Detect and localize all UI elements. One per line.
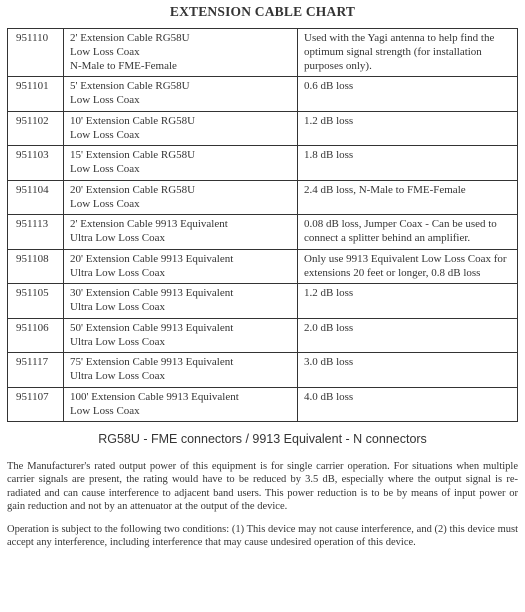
table-row: 95111775' Extension Cable 9913 Equivalen…	[8, 353, 518, 388]
description-cell: 100' Extension Cable 9913 EquivalentLow …	[64, 387, 298, 422]
page-title: EXTENSION CABLE CHART	[7, 4, 518, 20]
description-line: 15' Extension Cable RG58U	[70, 149, 292, 163]
description-cell: 20' Extension Cable 9913 EquivalentUltra…	[64, 249, 298, 284]
description-line: 10' Extension Cable RG58U	[70, 115, 292, 129]
description-line: Ultra Low Loss Coax	[70, 370, 292, 384]
note-cell: 1.2 dB loss	[298, 284, 518, 319]
description-cell: 75' Extension Cable 9913 EquivalentUltra…	[64, 353, 298, 388]
disclaimer-paragraph-2: Operation is subject to the following tw…	[7, 523, 518, 549]
table-row: 9511132' Extension Cable 9913 Equivalent…	[8, 215, 518, 250]
table-row: 951107100' Extension Cable 9913 Equivale…	[8, 387, 518, 422]
description-cell: 15' Extension Cable RG58ULow Loss Coax	[64, 146, 298, 181]
description-line: 2' Extension Cable 9913 Equivalent	[70, 218, 292, 232]
description-line: N-Male to FME-Female	[70, 60, 292, 74]
table-row: 95110530' Extension Cable 9913 Equivalen…	[8, 284, 518, 319]
part-number-cell: 951108	[8, 249, 64, 284]
description-line: 20' Extension Cable 9913 Equivalent	[70, 253, 292, 267]
table-row: 95110820' Extension Cable 9913 Equivalen…	[8, 249, 518, 284]
description-line: 75' Extension Cable 9913 Equivalent	[70, 356, 292, 370]
description-line: 50' Extension Cable 9913 Equivalent	[70, 322, 292, 336]
description-line: Low Loss Coax	[70, 198, 292, 212]
note-cell: Used with the Yagi antenna to help find …	[298, 29, 518, 77]
note-cell: 4.0 dB loss	[298, 387, 518, 422]
description-line: Low Loss Coax	[70, 46, 292, 60]
table-row: 95110650' Extension Cable 9913 Equivalen…	[8, 318, 518, 353]
description-line: Ultra Low Loss Coax	[70, 336, 292, 350]
table-row: 95110315' Extension Cable RG58ULow Loss …	[8, 146, 518, 181]
extension-cable-table: 9511102' Extension Cable RG58ULow Loss C…	[7, 28, 518, 422]
description-cell: 2' Extension Cable 9913 EquivalentUltra …	[64, 215, 298, 250]
note-cell: 2.0 dB loss	[298, 318, 518, 353]
description-line: 2' Extension Cable RG58U	[70, 32, 292, 46]
note-cell: 0.08 dB loss, Jumper Coax - Can be used …	[298, 215, 518, 250]
page: EXTENSION CABLE CHART 9511102' Extension…	[0, 0, 525, 567]
description-line: 5' Extension Cable RG58U	[70, 80, 292, 94]
part-number-cell: 951107	[8, 387, 64, 422]
table-row: 9511102' Extension Cable RG58ULow Loss C…	[8, 29, 518, 77]
part-number-cell: 951117	[8, 353, 64, 388]
description-line: Ultra Low Loss Coax	[70, 232, 292, 246]
description-cell: 10' Extension Cable RG58ULow Loss Coax	[64, 111, 298, 146]
connectors-note: RG58U - FME connectors / 9913 Equivalent…	[7, 432, 518, 446]
note-cell: 1.8 dB loss	[298, 146, 518, 181]
table-row: 9511015' Extension Cable RG58ULow Loss C…	[8, 77, 518, 112]
description-line: 20' Extension Cable RG58U	[70, 184, 292, 198]
part-number-cell: 951110	[8, 29, 64, 77]
note-cell: Only use 9913 Equivalent Low Loss Coax f…	[298, 249, 518, 284]
table-row: 95110420' Extension Cable RG58ULow Loss …	[8, 180, 518, 215]
part-number-cell: 951113	[8, 215, 64, 250]
part-number-cell: 951106	[8, 318, 64, 353]
table-body: 9511102' Extension Cable RG58ULow Loss C…	[8, 29, 518, 422]
table-row: 95110210' Extension Cable RG58ULow Loss …	[8, 111, 518, 146]
description-cell: 50' Extension Cable 9913 EquivalentUltra…	[64, 318, 298, 353]
description-cell: 5' Extension Cable RG58ULow Loss Coax	[64, 77, 298, 112]
description-line: Ultra Low Loss Coax	[70, 267, 292, 281]
description-line: 100' Extension Cable 9913 Equivalent	[70, 391, 292, 405]
description-cell: 2' Extension Cable RG58ULow Loss CoaxN-M…	[64, 29, 298, 77]
description-cell: 20' Extension Cable RG58ULow Loss Coax	[64, 180, 298, 215]
note-cell: 0.6 dB loss	[298, 77, 518, 112]
description-line: Low Loss Coax	[70, 405, 292, 419]
note-cell: 3.0 dB loss	[298, 353, 518, 388]
part-number-cell: 951103	[8, 146, 64, 181]
description-line: Low Loss Coax	[70, 129, 292, 143]
disclaimer-paragraph-1: The Manufacturer's rated output power of…	[7, 460, 518, 513]
description-cell: 30' Extension Cable 9913 EquivalentUltra…	[64, 284, 298, 319]
note-cell: 1.2 dB loss	[298, 111, 518, 146]
part-number-cell: 951102	[8, 111, 64, 146]
description-line: 30' Extension Cable 9913 Equivalent	[70, 287, 292, 301]
note-cell: 2.4 dB loss, N-Male to FME-Female	[298, 180, 518, 215]
part-number-cell: 951101	[8, 77, 64, 112]
description-line: Ultra Low Loss Coax	[70, 301, 292, 315]
description-line: Low Loss Coax	[70, 94, 292, 108]
part-number-cell: 951105	[8, 284, 64, 319]
description-line: Low Loss Coax	[70, 163, 292, 177]
part-number-cell: 951104	[8, 180, 64, 215]
